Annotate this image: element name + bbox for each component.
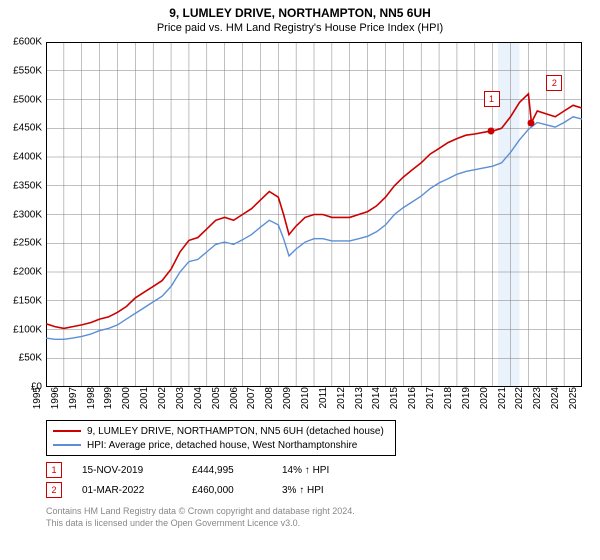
y-tick-label: £400K bbox=[0, 152, 42, 163]
license-line-2: This data is licensed under the Open Gov… bbox=[46, 518, 355, 530]
marker-badge: 2 bbox=[46, 482, 62, 498]
license-line-1: Contains HM Land Registry data © Crown c… bbox=[46, 506, 355, 518]
legend-swatch bbox=[53, 430, 81, 432]
y-tick-label: £300K bbox=[0, 209, 42, 220]
marker-badge-num: 2 bbox=[51, 485, 56, 495]
legend-row: HPI: Average price, detached house, West… bbox=[53, 438, 389, 452]
marker-badge-num: 1 bbox=[51, 465, 56, 475]
y-tick-label: £100K bbox=[0, 324, 42, 335]
y-tick-label: £50K bbox=[0, 353, 42, 364]
y-tick-label: £350K bbox=[0, 180, 42, 191]
plot-svg bbox=[46, 42, 582, 387]
marker-callout: 2 bbox=[546, 75, 562, 91]
y-tick-label: £150K bbox=[0, 295, 42, 306]
y-tick-label: £600K bbox=[0, 37, 42, 48]
legend: 9, LUMLEY DRIVE, NORTHAMPTON, NN5 6UH (d… bbox=[46, 420, 396, 456]
marker-row: 1 15-NOV-2019 £444,995 14% ↑ HPI bbox=[46, 460, 372, 480]
sale-dot bbox=[528, 119, 535, 126]
title-line-1: 9, LUMLEY DRIVE, NORTHAMPTON, NN5 6UH bbox=[0, 6, 600, 20]
y-tick-label: £200K bbox=[0, 267, 42, 278]
marker-date: 01-MAR-2022 bbox=[82, 485, 192, 496]
marker-price: £460,000 bbox=[192, 485, 282, 496]
legend-label: 9, LUMLEY DRIVE, NORTHAMPTON, NN5 6UH (d… bbox=[87, 426, 384, 437]
marker-badge: 1 bbox=[46, 462, 62, 478]
license-text: Contains HM Land Registry data © Crown c… bbox=[46, 506, 355, 529]
y-tick-label: £550K bbox=[0, 65, 42, 76]
x-tick-label: 2025 bbox=[568, 387, 596, 409]
marker-date: 15-NOV-2019 bbox=[82, 465, 192, 476]
marker-delta: 14% ↑ HPI bbox=[282, 465, 372, 476]
marker-delta: 3% ↑ HPI bbox=[282, 485, 372, 496]
plot-area: £0£50K£100K£150K£200K£250K£300K£350K£400… bbox=[46, 42, 582, 387]
marker-row: 2 01-MAR-2022 £460,000 3% ↑ HPI bbox=[46, 480, 372, 500]
title-block: 9, LUMLEY DRIVE, NORTHAMPTON, NN5 6UH Pr… bbox=[0, 0, 600, 34]
marker-callout: 1 bbox=[484, 91, 500, 107]
title-line-2: Price paid vs. HM Land Registry's House … bbox=[0, 22, 600, 34]
legend-swatch bbox=[53, 444, 81, 446]
legend-label: HPI: Average price, detached house, West… bbox=[87, 440, 357, 451]
sale-dot bbox=[487, 128, 494, 135]
legend-row: 9, LUMLEY DRIVE, NORTHAMPTON, NN5 6UH (d… bbox=[53, 424, 389, 438]
y-tick-label: £250K bbox=[0, 238, 42, 249]
marker-table: 1 15-NOV-2019 £444,995 14% ↑ HPI 2 01-MA… bbox=[46, 460, 372, 500]
y-tick-label: £450K bbox=[0, 123, 42, 134]
marker-price: £444,995 bbox=[192, 465, 282, 476]
y-tick-label: £500K bbox=[0, 94, 42, 105]
chart-container: 9, LUMLEY DRIVE, NORTHAMPTON, NN5 6UH Pr… bbox=[0, 0, 600, 560]
